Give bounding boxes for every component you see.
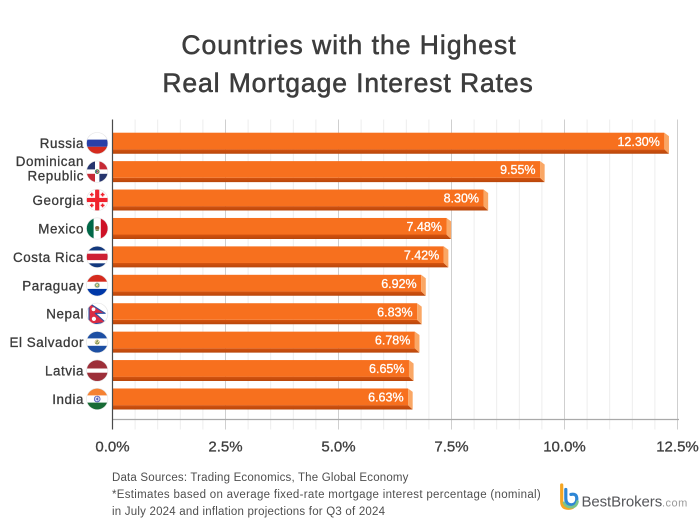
svg-text:.com: .com — [662, 497, 688, 509]
svg-text:6.92%: 6.92% — [381, 277, 416, 291]
svg-text:7.48%: 7.48% — [407, 220, 442, 234]
svg-text:Russia: Russia — [40, 136, 84, 151]
svg-text:in July 2024 and inflation pro: in July 2024 and inflation projections f… — [112, 506, 386, 518]
svg-text:Countries with the Highest: Countries with the Highest — [181, 30, 516, 60]
svg-text:Mexico: Mexico — [38, 222, 84, 237]
svg-text:12.5%: 12.5% — [656, 439, 699, 456]
svg-text:6.63%: 6.63% — [368, 391, 403, 405]
svg-text:8.30%: 8.30% — [444, 192, 479, 206]
svg-text:9.55%: 9.55% — [500, 163, 535, 177]
svg-text:Data Sources: Trading Economic: Data Sources: Trading Economics, The Glo… — [112, 472, 409, 484]
svg-text:5.0%: 5.0% — [321, 439, 355, 456]
svg-text:6.78%: 6.78% — [375, 334, 410, 348]
svg-text:India: India — [52, 392, 84, 407]
svg-text:7.5%: 7.5% — [434, 439, 468, 456]
svg-text:Real Mortgage Interest Rates: Real Mortgage Interest Rates — [162, 68, 533, 98]
svg-text:6.83%: 6.83% — [377, 305, 412, 319]
svg-text:Dominican: Dominican — [16, 154, 84, 169]
svg-text:Paraguay: Paraguay — [22, 278, 84, 293]
svg-text:10.0%: 10.0% — [543, 439, 586, 456]
svg-text:*Estimates based on average fi: *Estimates based on average fixed-rate m… — [112, 489, 541, 501]
svg-text:Costa Rica: Costa Rica — [13, 250, 84, 265]
svg-text:Republic: Republic — [27, 169, 84, 184]
svg-text:2.5%: 2.5% — [208, 439, 242, 456]
svg-text:BestBrokers: BestBrokers — [582, 493, 663, 510]
svg-text:Georgia: Georgia — [33, 193, 85, 208]
svg-text:12.30%: 12.30% — [617, 135, 659, 149]
svg-text:0.0%: 0.0% — [95, 439, 129, 456]
svg-text:Latvia: Latvia — [45, 364, 84, 379]
svg-text:El Salvador: El Salvador — [9, 335, 84, 350]
svg-text:6.65%: 6.65% — [369, 362, 404, 376]
svg-text:7.42%: 7.42% — [404, 248, 439, 262]
svg-text:Nepal: Nepal — [46, 307, 84, 322]
